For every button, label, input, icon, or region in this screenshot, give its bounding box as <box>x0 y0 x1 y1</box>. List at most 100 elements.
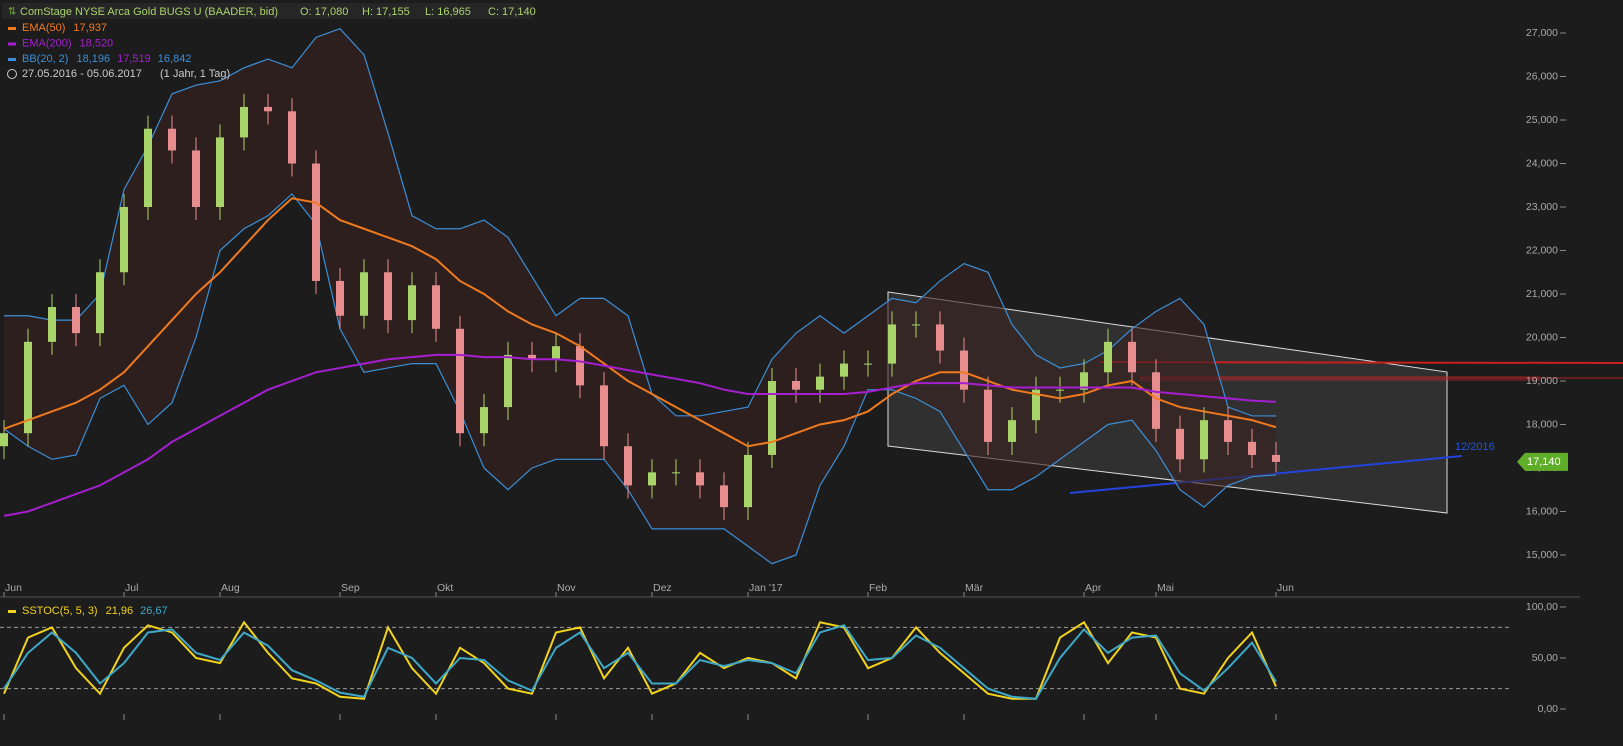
candle-body <box>576 346 584 386</box>
x-tick-label: Jun <box>5 582 22 594</box>
stoch-line <box>3 624 1277 700</box>
stoch-line <box>3 620 1277 700</box>
last-price-label: 17,140 <box>1527 456 1561 468</box>
legend-swatch <box>8 27 16 30</box>
candle-body <box>144 128 152 208</box>
legend-label: BB(20, 2) <box>22 53 68 65</box>
candle-body <box>1056 389 1064 391</box>
candle-body <box>1032 389 1040 421</box>
legend-value: 26,67 <box>140 605 168 617</box>
y-tick-label: 50,00 <box>1532 652 1558 664</box>
y-tick-label: 18,000 <box>1526 418 1558 430</box>
candle-body <box>72 307 80 334</box>
candle-body <box>336 280 344 316</box>
x-tick-label: Okt <box>437 582 453 594</box>
ema-line <box>3 353 1277 517</box>
quote: L: 16,965 <box>425 6 471 18</box>
legend-label: EMA(200) <box>22 37 72 49</box>
candle-body <box>264 106 272 112</box>
candle-body <box>744 454 752 508</box>
x-tick-label: Apr <box>1085 582 1102 594</box>
candle-body <box>1104 341 1112 373</box>
x-tick-label: Feb <box>869 582 887 594</box>
y-tick-label: 19,000 <box>1526 375 1558 387</box>
candle-body <box>408 285 416 321</box>
x-tick-label: Sep <box>341 582 360 594</box>
candle-body <box>960 350 968 390</box>
candle-body <box>600 385 608 447</box>
header-bg <box>2 3 532 19</box>
candle-body <box>624 446 632 486</box>
x-tick-label: Aug <box>221 582 240 594</box>
legend-value: 21,96 <box>106 605 134 617</box>
legend-swatch <box>8 610 16 613</box>
x-tick-label: Mär <box>965 582 984 594</box>
candle-body <box>1272 454 1280 462</box>
legend-swatch <box>8 42 16 46</box>
y-tick-label: 27,000 <box>1526 27 1558 39</box>
plot-layer <box>0 27 1280 565</box>
legend-value: 17,937 <box>73 22 107 34</box>
y-tick-label: 24,000 <box>1526 157 1558 169</box>
candle-body <box>1200 420 1208 460</box>
candle-body <box>672 472 680 474</box>
y-tick-label: 22,000 <box>1526 244 1558 256</box>
candle-body <box>216 137 224 208</box>
legend-value: 18,520 <box>80 37 114 49</box>
band-lower <box>3 193 1277 565</box>
candle-body <box>480 407 488 434</box>
candle-body <box>1176 428 1184 460</box>
x-tick-label: Jul <box>125 582 138 594</box>
candle-body <box>1152 372 1160 429</box>
last-price-tag <box>1517 452 1568 471</box>
candle-body <box>912 324 920 326</box>
band-upper <box>4 27 1277 417</box>
candle-body <box>984 389 992 442</box>
candle-body <box>240 106 248 138</box>
title: ComStage NYSE Arca Gold BUGS U (BAADER, … <box>20 6 278 18</box>
legend-label: EMA(50) <box>22 22 65 34</box>
x-tick-label: Jun <box>1277 582 1294 594</box>
y-tick-label: 16,000 <box>1526 505 1558 517</box>
candle-body <box>120 207 128 273</box>
candle-body <box>432 285 440 329</box>
candle-body <box>96 272 104 334</box>
legend-value: 16,842 <box>158 53 192 65</box>
y-tick-label: 15,000 <box>1526 549 1558 561</box>
icon: ⇅ <box>8 7 16 18</box>
candle-body <box>936 324 944 351</box>
legend-value: 17,519 <box>117 53 151 65</box>
candle-body <box>384 272 392 321</box>
legend-label: SSTOC(5, 5, 3) <box>22 605 98 617</box>
period-text: (1 Jahr, 1 Tag) <box>160 68 230 80</box>
y-tick-label: 100,00 <box>1526 601 1558 613</box>
candle-body <box>888 324 896 364</box>
ema-line <box>3 197 1277 448</box>
candle-body <box>24 341 32 434</box>
candle-body <box>768 380 776 455</box>
y-tick-label: 0,00 <box>1538 703 1559 715</box>
x-tick-label: Mai <box>1157 582 1174 594</box>
range-text: 27.05.2016 - 05.06.2017 <box>22 68 142 80</box>
candle-body <box>1008 420 1016 442</box>
x-tick-label: Nov <box>557 582 576 594</box>
candle-body <box>552 346 560 360</box>
candle-body <box>312 163 320 281</box>
candle-body <box>648 472 656 486</box>
candle-body <box>720 485 728 508</box>
y-tick-label: 25,000 <box>1526 114 1558 126</box>
clock-icon <box>7 69 17 79</box>
legend-value: 18,196 <box>76 53 110 65</box>
candle-body <box>456 328 464 434</box>
y-tick-label: 20,000 <box>1526 331 1558 343</box>
candle-body <box>792 380 800 390</box>
candle-body <box>192 150 200 208</box>
candle-body <box>1080 372 1088 390</box>
x-tick-label: Dez <box>653 582 672 594</box>
candle-body <box>48 307 56 342</box>
x-tick-label: Jan '17 <box>749 582 783 594</box>
annotation: 12/2016 <box>1455 441 1495 453</box>
quote: H: 17,155 <box>362 6 410 18</box>
